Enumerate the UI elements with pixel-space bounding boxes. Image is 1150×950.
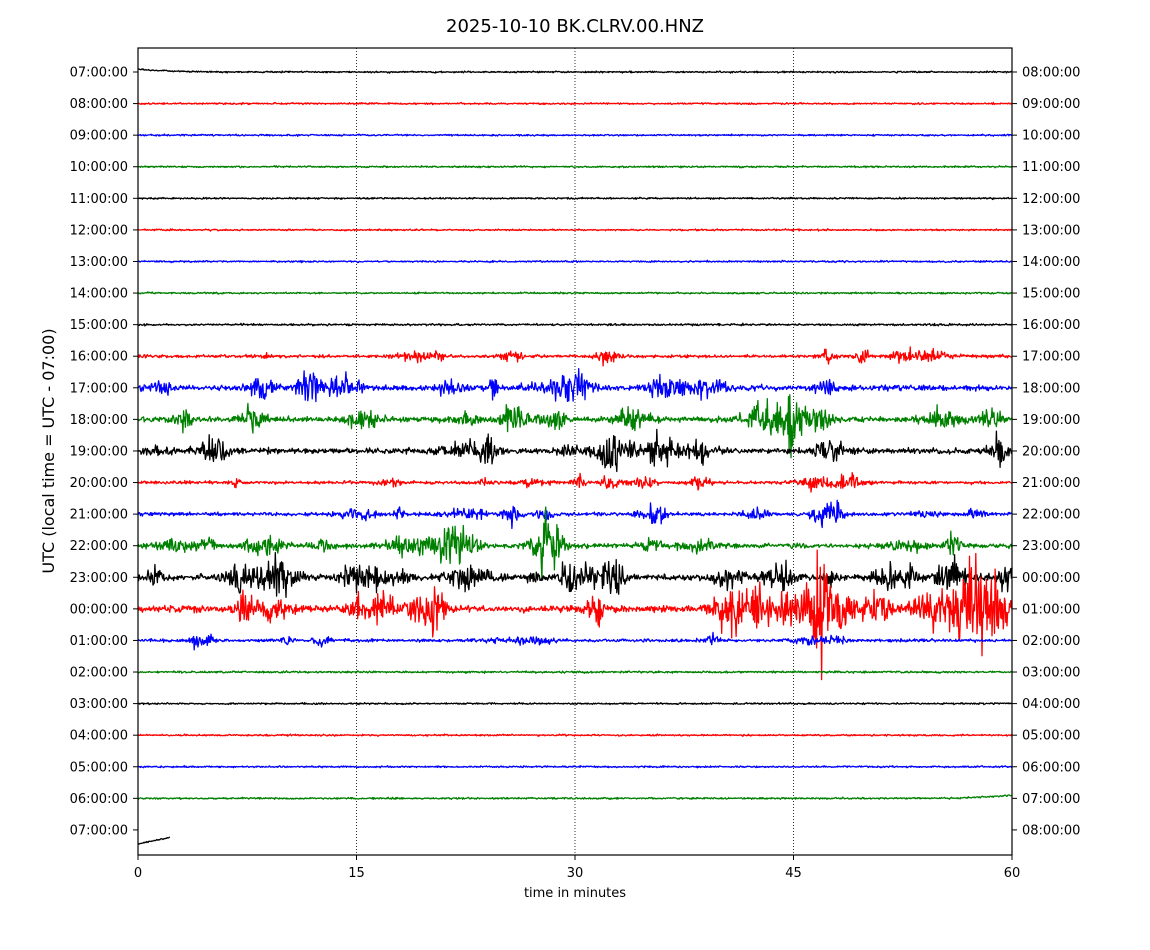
y-tick-label-left: 20:00:00 — [70, 476, 128, 491]
trace-row-070000 — [137, 836, 171, 845]
y-tick-label-right: 02:00:00 — [1022, 634, 1080, 649]
trace-row-020000 — [137, 670, 1013, 674]
trace-row-070000 — [137, 68, 1013, 74]
y-tick-label-right: 06:00:00 — [1022, 760, 1080, 775]
y-tick-label-right: 16:00:00 — [1022, 318, 1080, 333]
x-axis-label: time in minutes — [524, 886, 626, 901]
y-tick-label-right: 23:00:00 — [1022, 539, 1080, 554]
trace-row-170000 — [137, 367, 1013, 403]
y-tick-label-left: 12:00:00 — [70, 223, 128, 238]
y-tick-label-left: 07:00:00 — [70, 823, 128, 838]
y-tick-label-right: 12:00:00 — [1022, 192, 1080, 207]
trace-row-040000 — [137, 733, 1013, 738]
y-tick-label-left: 03:00:00 — [70, 697, 128, 712]
y-tick-label-left: 11:00:00 — [70, 192, 128, 207]
y-tick-label-left: 02:00:00 — [70, 666, 128, 681]
trace-row-010000 — [137, 631, 1013, 651]
y-tick-label-right: 17:00:00 — [1022, 350, 1080, 365]
y-tick-label-left: 13:00:00 — [70, 255, 128, 270]
trace-row-100000 — [137, 164, 1013, 169]
y-tick-label-right: 04:00:00 — [1022, 697, 1080, 712]
y-tick-label-left: 16:00:00 — [70, 350, 128, 365]
y-tick-label-left: 05:00:00 — [70, 760, 128, 775]
y-tick-label-right: 03:00:00 — [1022, 666, 1080, 681]
traces — [137, 68, 1013, 845]
y-tick-label-right: 15:00:00 — [1022, 287, 1080, 302]
y-tick-label-right: 07:00:00 — [1022, 792, 1080, 807]
y-tick-label-left: 00:00:00 — [70, 602, 128, 617]
grid-lines — [356, 48, 794, 855]
trace-row-190000 — [137, 428, 1013, 473]
y-tick-label-left: 19:00:00 — [70, 444, 128, 459]
y-tick-label-left: 14:00:00 — [70, 287, 128, 302]
trace-row-160000 — [137, 346, 1013, 367]
x-tick-label: 45 — [785, 866, 802, 881]
trace-row-210000 — [137, 499, 1013, 530]
y-tick-label-left: 07:00:00 — [70, 66, 128, 81]
y-tick-label-left: 04:00:00 — [70, 729, 128, 744]
y-tick-label-left: 23:00:00 — [70, 571, 128, 586]
x-tick-label: 60 — [1004, 866, 1021, 881]
y-axis-label: UTC (local time = UTC - 07:00) — [39, 328, 58, 573]
y-tick-label-left: 10:00:00 — [70, 160, 128, 175]
trace-row-050000 — [137, 764, 1013, 769]
y-tick-label-right: 21:00:00 — [1022, 476, 1080, 491]
x-tick-label: 30 — [567, 866, 584, 881]
trace-row-230000 — [137, 551, 1013, 599]
y-tick-label-right: 10:00:00 — [1022, 129, 1080, 144]
x-tick-label: 0 — [134, 866, 142, 881]
y-tick-label-left: 18:00:00 — [70, 413, 128, 428]
y-tick-label-right: 11:00:00 — [1022, 160, 1080, 175]
trace-row-150000 — [137, 322, 1013, 327]
trace-row-090000 — [137, 133, 1013, 137]
trace-row-200000 — [137, 471, 1013, 493]
trace-row-140000 — [137, 291, 1013, 295]
trace-row-180000 — [137, 394, 1013, 459]
trace-row-220000 — [137, 506, 1013, 581]
y-tick-label-right: 19:00:00 — [1022, 413, 1080, 428]
y-tick-label-right: 22:00:00 — [1022, 508, 1080, 523]
y-tick-label-left: 01:00:00 — [70, 634, 128, 649]
y-tick-label-left: 06:00:00 — [70, 792, 128, 807]
trace-row-110000 — [137, 196, 1013, 201]
y-tick-label-left: 08:00:00 — [70, 97, 128, 112]
trace-row-130000 — [137, 259, 1013, 264]
y-tick-label-left: 21:00:00 — [70, 508, 128, 523]
y-tick-label-right: 08:00:00 — [1022, 66, 1080, 81]
y-tick-label-right: 18:00:00 — [1022, 381, 1080, 396]
y-tick-label-left: 17:00:00 — [70, 381, 128, 396]
y-tick-label-right: 20:00:00 — [1022, 444, 1080, 459]
trace-row-080000 — [137, 101, 1013, 106]
y-tick-label-left: 15:00:00 — [70, 318, 128, 333]
trace-row-030000 — [137, 701, 1013, 706]
trace-row-120000 — [137, 228, 1013, 232]
y-tick-label-left: 09:00:00 — [70, 129, 128, 144]
y-tick-label-right: 01:00:00 — [1022, 602, 1080, 617]
trace-row-000000 — [137, 549, 1013, 681]
y-tick-label-right: 08:00:00 — [1022, 823, 1080, 838]
trace-row-060000 — [137, 794, 1013, 801]
x-tick-label: 15 — [348, 866, 365, 881]
y-tick-label-right: 13:00:00 — [1022, 223, 1080, 238]
chart-title: 2025-10-10 BK.CLRV.00.HNZ — [446, 16, 704, 37]
axes: 0 15 30 45 60 07:00:00 08:00:00 08:00:00 09:00:0… — [70, 66, 1081, 882]
y-tick-label-right: 14:00:00 — [1022, 255, 1080, 270]
y-tick-label-left: 22:00:00 — [70, 539, 128, 554]
y-tick-label-right: 05:00:00 — [1022, 729, 1080, 744]
y-tick-label-right: 00:00:00 — [1022, 571, 1080, 586]
y-tick-label-right: 09:00:00 — [1022, 97, 1080, 112]
